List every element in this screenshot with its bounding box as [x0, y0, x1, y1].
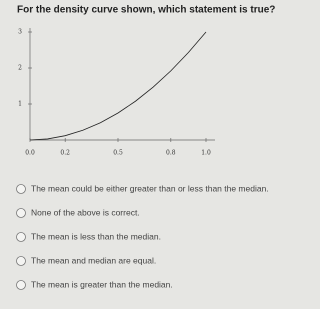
y-tick-label: 2 — [18, 65, 22, 72]
x-tick-label: 0.2 — [60, 150, 70, 157]
option-label[interactable]: None of the above is correct. — [31, 207, 140, 217]
radio-button[interactable] — [16, 280, 26, 290]
option-label[interactable]: The mean and median are equal. — [31, 255, 156, 265]
question: For the density curve shown, which state… — [17, 5, 275, 16]
x-tick-label: 1.0 — [201, 150, 211, 157]
radio-button[interactable] — [16, 256, 26, 266]
screen: For the density curve shown, which state… — [0, 0, 298, 309]
x-tick-label: 0.5 — [113, 150, 123, 157]
radio-button[interactable] — [16, 208, 26, 218]
option-label[interactable]: The mean could be either greater than or… — [31, 183, 269, 193]
y-tick-label: 3 — [18, 29, 22, 36]
x-tick-label: 0.0 — [25, 150, 35, 157]
x-tick-label: 0.8 — [166, 150, 176, 157]
density-curve — [29, 31, 207, 141]
background — [0, 0, 298, 309]
radio-button[interactable] — [16, 184, 26, 194]
option-label[interactable]: The mean is greater than the median. — [31, 279, 173, 289]
radio-button[interactable] — [16, 232, 26, 242]
option-label[interactable]: The mean is less than the median. — [31, 231, 161, 241]
y-tick-label: 1 — [18, 101, 22, 108]
